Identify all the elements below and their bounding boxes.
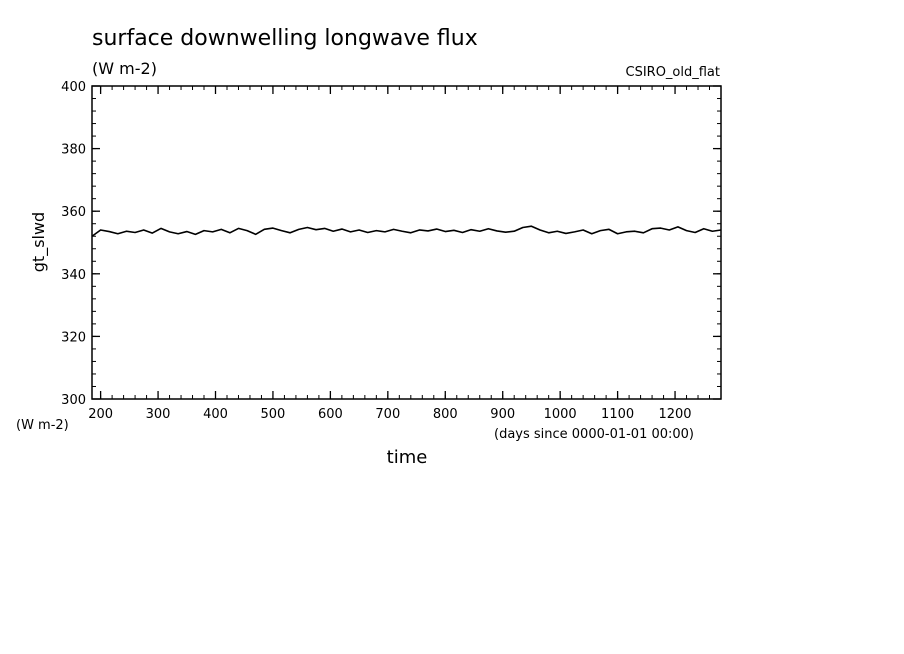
x-tick-label: 1200 xyxy=(658,407,691,422)
x-axis-ticks: 200 300 400 500 600 700 800 900 1000 1100 1200 xyxy=(88,86,722,422)
y-axis-ticks: 300 320 340 360 380 400 xyxy=(61,80,721,408)
chart-title: surface downwelling longwave flux xyxy=(92,26,478,51)
x-tick-label: 300 xyxy=(146,407,171,422)
y-tick-label: 360 xyxy=(61,205,86,220)
x-tick-label: 1100 xyxy=(601,407,634,422)
plot-frame xyxy=(91,85,722,400)
x-tick-label: 1000 xyxy=(544,407,577,422)
chart-subtitle-units: (W m-2) xyxy=(92,59,157,78)
y-tick-label: 380 xyxy=(61,143,86,158)
x-axis-label: time xyxy=(387,447,428,468)
y-tick-label: 320 xyxy=(61,330,86,345)
y-tick-label: 400 xyxy=(61,80,86,95)
y-axis-units: (W m-2) xyxy=(16,418,69,433)
x-axis-units-note: (days since 0000-01-01 00:00) xyxy=(494,427,694,442)
x-tick-label: 600 xyxy=(318,407,343,422)
x-tick-label: 500 xyxy=(261,407,286,422)
y-axis-label: gt_slwd xyxy=(29,212,49,272)
y-tick-label: 340 xyxy=(61,268,86,283)
x-tick-label: 400 xyxy=(203,407,228,422)
x-tick-label: 700 xyxy=(375,407,400,422)
x-tick-label: 800 xyxy=(433,407,458,422)
series-line xyxy=(91,225,722,237)
x-tick-label: 900 xyxy=(490,407,515,422)
x-tick-label: 200 xyxy=(88,407,113,422)
y-tick-label: 300 xyxy=(61,393,86,408)
source-label: CSIRO_old_flat xyxy=(626,65,721,80)
